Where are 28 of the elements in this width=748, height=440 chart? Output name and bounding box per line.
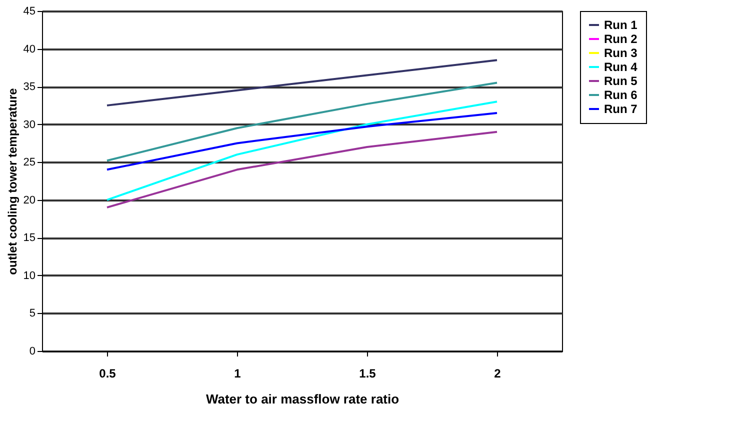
legend-label: Run 6 — [604, 88, 638, 102]
legend-label: Run 7 — [604, 102, 638, 116]
legend-label: Run 1 — [604, 18, 638, 32]
x-tick-label: 2 — [494, 366, 502, 380]
y-tick-label: 40 — [23, 43, 36, 56]
y-tick-label: 35 — [23, 81, 36, 94]
line-series — [106, 100, 498, 201]
y-tick-label: 10 — [23, 270, 36, 282]
legend-label: Run 4 — [604, 60, 638, 74]
y-tick-label: 5 — [29, 308, 36, 320]
y-tick-label: 25 — [23, 156, 36, 169]
x-tick-label: 1 — [234, 366, 242, 380]
legend-label: Run 3 — [604, 46, 638, 60]
y-tick-label: 45 — [23, 6, 36, 18]
line-series — [106, 112, 498, 171]
line-series — [106, 82, 498, 162]
y-tick-label: 0 — [29, 346, 36, 358]
line-series — [106, 130, 498, 208]
x-tick-label: 0.5 — [99, 366, 116, 380]
legend-label: Run 2 — [604, 32, 638, 46]
y-tick-label: 15 — [23, 232, 36, 244]
y-tick-label: 20 — [23, 194, 36, 206]
x-tick-label: 1.5 — [359, 366, 376, 380]
legend-label: Run 5 — [604, 74, 638, 88]
line-series — [106, 59, 498, 106]
y-tick-label: 30 — [23, 118, 36, 131]
x-axis-title: Water to air massflow rate ratio — [206, 392, 400, 406]
y-axis-title: outlet cooling tower temperature — [5, 88, 20, 275]
